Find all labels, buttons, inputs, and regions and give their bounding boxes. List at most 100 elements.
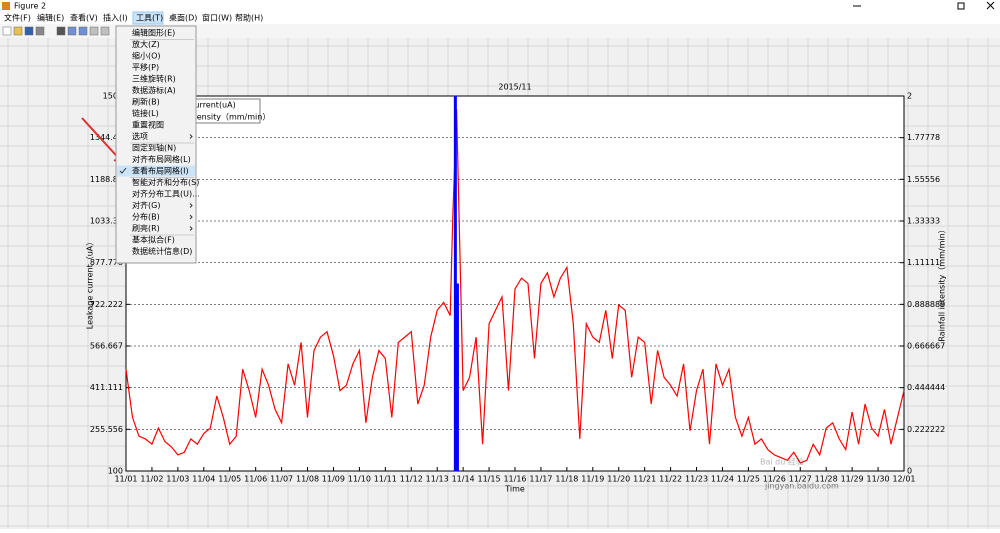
menu-item[interactable]: 编辑(E) <box>37 13 64 23</box>
x-tick-label: 11/12 <box>400 475 423 484</box>
x-tick-label: 11/08 <box>296 475 319 484</box>
x-tick-label: 11/30 <box>867 475 890 484</box>
y-tick-label: 877.778 <box>90 258 123 267</box>
y-tick-label: 1188.89 <box>90 175 123 184</box>
dropdown-item[interactable]: 选项 <box>132 131 148 141</box>
y-tick-label: 1033.33 <box>90 217 123 226</box>
dropdown-item[interactable]: 对齐(G) <box>132 200 160 210</box>
dropdown-item[interactable]: 分布(B) <box>132 212 160 222</box>
y-tick-label: 411.111 <box>90 383 123 392</box>
x-tick-label: 11/06 <box>244 475 267 484</box>
watermark: Bai du 经验 <box>760 457 804 467</box>
dropdown-item[interactable]: 刷新(B) <box>132 97 160 107</box>
y2-tick-label: 1.11111 <box>907 258 940 267</box>
y2-tick-label: 0 <box>907 467 912 476</box>
x-tick-label: 11/27 <box>789 475 812 484</box>
window-title: Figure 2 <box>14 2 46 11</box>
dropdown-item[interactable]: 缩小(O) <box>132 51 161 61</box>
y2-tick-label: 0.444444 <box>907 383 945 392</box>
x-tick-label: 11/23 <box>685 475 708 484</box>
x-tick-label: 11/28 <box>815 475 838 484</box>
check-mark <box>119 167 127 174</box>
watermark: jingyan.baidu.com <box>764 482 839 491</box>
y2-tick-label: 0.222222 <box>907 425 945 434</box>
toolbar-icon <box>78 26 88 36</box>
x-tick-label: 12/01 <box>892 475 915 484</box>
submenu-arrow <box>189 203 193 208</box>
menu-item[interactable]: 查看(V) <box>70 13 98 23</box>
plot-area <box>125 95 905 472</box>
menu-item[interactable]: 工具(T) <box>136 14 163 23</box>
leakage-line <box>125 109 905 464</box>
x-tick-label: 11/24 <box>711 475 734 484</box>
dropdown-item[interactable]: 对齐分布工具(U)... <box>132 189 200 199</box>
menu-item[interactable]: 帮助(H) <box>235 13 263 23</box>
y2-tick-label: 1.77778 <box>907 133 940 142</box>
x-tick-label: 11/11 <box>374 475 397 484</box>
dropdown-item[interactable]: 基本拟合(F) <box>132 235 175 245</box>
dropdown-item[interactable]: 智能对齐和分布(S) <box>132 177 199 187</box>
x-tick-label: 11/04 <box>192 475 215 484</box>
dropdown-item[interactable]: 数据统计信息(D) <box>132 246 192 256</box>
y2-tick-label: 1.33333 <box>907 217 940 226</box>
x-tick-label: 11/16 <box>503 475 526 484</box>
dropdown-item[interactable]: 重置视图 <box>132 120 164 130</box>
y-tick-label: 100 <box>108 467 123 476</box>
chart-title: 2015/11 <box>498 83 531 92</box>
dropdown-item[interactable]: 刷亮(R) <box>132 223 160 233</box>
toolbar-icon <box>2 26 12 36</box>
x-tick-label: 11/13 <box>426 475 449 484</box>
x-tick-label: 11/14 <box>452 475 475 484</box>
x-tick-label: 11/10 <box>348 475 371 484</box>
x-tick-label: 11/05 <box>218 475 241 484</box>
dropdown-item[interactable]: 平移(P) <box>132 62 159 72</box>
legend-label: Rainfall intensity（mm/min） <box>154 113 270 122</box>
toolbar-icon <box>24 26 34 36</box>
x-tick-label: 11/15 <box>478 475 501 484</box>
submenu-arrow <box>189 134 193 139</box>
y-tick-label: 722.222 <box>90 300 123 309</box>
dropdown-item[interactable]: 数据游标(A) <box>132 85 176 95</box>
dropdown-item[interactable]: 编辑图形(E) <box>132 28 175 38</box>
toolbar-icon <box>67 26 77 36</box>
toolbar-icon <box>100 26 110 36</box>
y-tick-label: 255.556 <box>90 425 123 434</box>
y-tick-label: 1500 <box>103 92 123 101</box>
toolbar-icon <box>89 26 99 36</box>
x-tick-label: 11/21 <box>633 475 656 484</box>
rain-bar <box>455 283 459 471</box>
x-tick-label: 11/01 <box>114 475 137 484</box>
x-tick-label: 11/09 <box>322 475 345 484</box>
menu-item[interactable]: 插入(I) <box>103 13 128 23</box>
x-tick-label: 11/25 <box>737 475 760 484</box>
y2-tick-label: 2 <box>907 92 912 101</box>
toolbar-icon <box>13 26 23 36</box>
dropdown-item[interactable]: 固定到轴(N) <box>132 143 176 153</box>
x-tick-label: 11/03 <box>166 475 189 484</box>
toolbar-icon <box>35 26 45 36</box>
dropdown-item[interactable]: 放大(Z) <box>132 39 160 49</box>
menu-item[interactable]: 桌面(D) <box>169 13 197 23</box>
x-tick-label: 11/07 <box>270 475 293 484</box>
x-tick-label: 11/18 <box>555 475 578 484</box>
x-tick-label: 11/17 <box>529 475 552 484</box>
y2-tick-label: 1.55556 <box>907 175 940 184</box>
toolbar-icon <box>56 26 66 36</box>
submenu-arrow <box>189 214 193 220</box>
submenu-arrow <box>189 226 193 231</box>
dropdown-item[interactable]: 三维旋转(R) <box>132 74 176 84</box>
x-tick-label: 11/02 <box>140 475 163 484</box>
rain-bar <box>453 96 457 471</box>
dropdown-item[interactable]: 对齐布局网格(L) <box>132 154 191 164</box>
checked-bg <box>117 165 195 177</box>
y-tick-label: 1344.44 <box>90 133 123 142</box>
menu-item[interactable]: 文件(F) <box>4 13 31 23</box>
dropdown-item[interactable]: 链接(L) <box>132 108 159 118</box>
dropdown-item[interactable]: 查看布局网格(I) <box>132 166 189 176</box>
dropdown <box>115 25 197 264</box>
x-tick-label: 11/29 <box>841 475 864 484</box>
menu-item[interactable]: 窗口(W) <box>202 13 232 23</box>
x-tick-label: 11/26 <box>763 475 786 484</box>
x-axis-label: Time <box>504 485 525 494</box>
